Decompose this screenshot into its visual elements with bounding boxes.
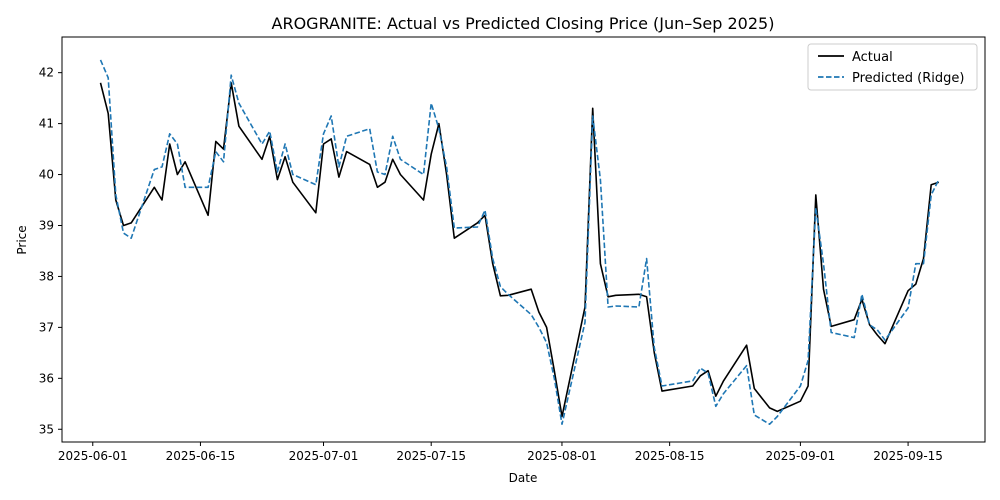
- x-tick-label: 2025-07-01: [289, 449, 359, 463]
- y-tick-label: 42: [39, 66, 54, 80]
- y-tick-label: 38: [39, 269, 54, 283]
- x-tick-label: 2025-08-15: [635, 449, 705, 463]
- y-tick-label: 37: [39, 320, 54, 334]
- x-axis-label: Date: [509, 471, 538, 485]
- x-tick-label: 2025-06-15: [166, 449, 236, 463]
- legend: Actual Predicted (Ridge): [807, 43, 978, 91]
- chart-title: AROGRANITE: Actual vs Predicted Closing …: [272, 14, 775, 33]
- x-tick-label: 2025-09-01: [766, 449, 836, 463]
- series-line-predicted: [99, 59, 940, 426]
- legend-entry-label: Predicted (Ridge): [852, 71, 964, 86]
- y-axis-label: Price: [15, 225, 29, 254]
- x-axis: 2025-06-01 2025-06-15 2025-07-01 2025-07-15…: [58, 442, 943, 463]
- x-tick-label: 2025-07-15: [396, 449, 466, 463]
- y-tick-label: 40: [39, 168, 54, 182]
- y-tick-label: 36: [39, 371, 54, 385]
- x-tick-label: 2025-06-01: [58, 449, 128, 463]
- series-layer: [99, 59, 940, 426]
- y-tick-label: 41: [39, 117, 54, 131]
- legend-box: [807, 43, 978, 91]
- plot-frame: [61, 36, 986, 443]
- legend-entry-label: Actual: [852, 50, 893, 65]
- x-tick-label: 2025-09-15: [873, 449, 943, 463]
- x-tick-label: 2025-08-01: [527, 449, 597, 463]
- y-axis: 35 36 37 38 39 40 41 42: [39, 66, 62, 436]
- y-tick-label: 35: [39, 422, 54, 436]
- y-tick-label: 39: [39, 218, 54, 232]
